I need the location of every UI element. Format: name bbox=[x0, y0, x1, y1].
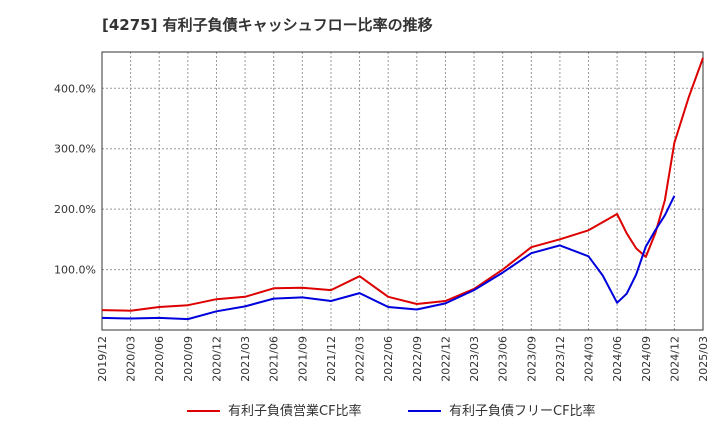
x-tick-label: 2023/06 bbox=[497, 336, 510, 382]
x-tick-label: 2022/03 bbox=[354, 336, 367, 382]
x-tick-label: 2024/12 bbox=[668, 336, 681, 382]
x-tick-label: 2023/12 bbox=[554, 336, 567, 382]
x-tick-label: 2025/03 bbox=[697, 336, 710, 382]
chart-title: [4275] 有利子負債キャッシュフロー比率の推移 bbox=[102, 16, 433, 34]
y-tick-label: 300.0% bbox=[54, 143, 96, 156]
x-tick-label: 2021/03 bbox=[239, 336, 252, 382]
x-tick-label: 2022/09 bbox=[411, 336, 424, 382]
y-tick-label: 100.0% bbox=[54, 264, 96, 277]
x-tick-label: 2020/09 bbox=[182, 336, 195, 382]
x-tick-label: 2024/09 bbox=[640, 336, 653, 382]
x-tick-label: 2022/06 bbox=[382, 336, 395, 382]
x-tick-label: 2023/09 bbox=[525, 336, 538, 382]
plot-frame bbox=[101, 51, 704, 331]
x-tick-label: 2019/12 bbox=[96, 336, 109, 382]
series-line bbox=[101, 57, 704, 312]
x-tick-label: 2022/12 bbox=[439, 336, 452, 382]
x-tick-label: 2021/09 bbox=[296, 336, 309, 382]
x-tick-label: 2021/12 bbox=[325, 336, 338, 382]
y-tick-label: 400.0% bbox=[54, 82, 96, 95]
x-tick-label: 2023/03 bbox=[468, 336, 481, 382]
x-tick-label: 2020/06 bbox=[153, 336, 166, 382]
x-tick-label: 2024/06 bbox=[611, 336, 624, 382]
x-tick-label: 2020/12 bbox=[210, 336, 223, 382]
x-tick-label: 2020/03 bbox=[125, 336, 138, 382]
legend-label: 有利子負債フリーCF比率 bbox=[449, 403, 596, 419]
x-tick-label: 2024/03 bbox=[583, 336, 596, 382]
series-line bbox=[101, 195, 676, 321]
x-tick-label: 2021/06 bbox=[268, 336, 281, 382]
y-tick-label: 200.0% bbox=[54, 203, 96, 216]
legend-label: 有利子負債営業CF比率 bbox=[228, 403, 362, 419]
